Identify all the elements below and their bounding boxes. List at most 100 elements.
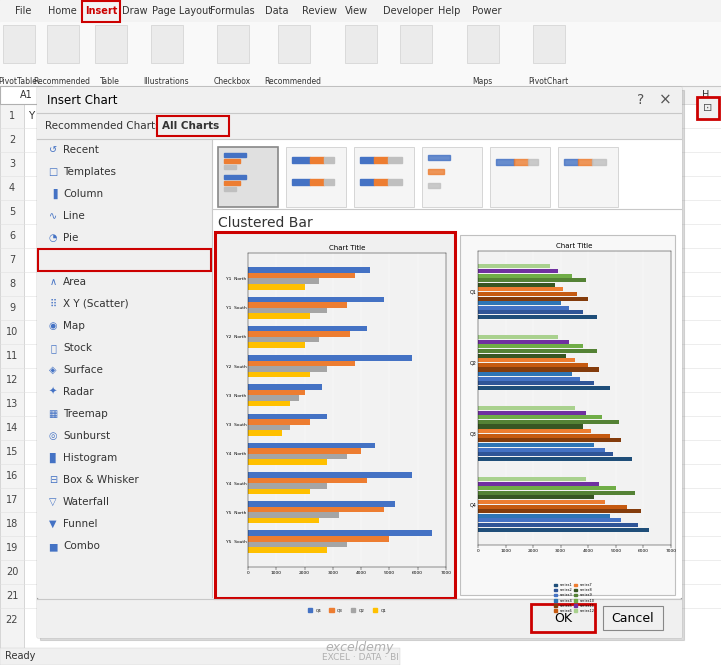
Bar — [428, 183, 440, 188]
Bar — [478, 527, 649, 531]
Bar — [248, 430, 282, 436]
Bar — [478, 505, 627, 509]
Bar — [248, 326, 367, 331]
Bar — [478, 273, 572, 277]
Bar — [248, 512, 339, 518]
Text: Recent: Recent — [63, 145, 99, 155]
Text: Waterfall: Waterfall — [63, 497, 110, 507]
Text: 22: 22 — [6, 615, 18, 625]
Bar — [278, 25, 310, 63]
Text: Pie: Pie — [63, 233, 79, 243]
Bar — [224, 153, 246, 157]
Bar — [374, 179, 388, 185]
Text: Power: Power — [472, 6, 502, 16]
Bar — [478, 481, 599, 485]
Text: ◔: ◔ — [49, 233, 57, 243]
Bar — [248, 396, 299, 401]
Text: ⊡: ⊡ — [703, 103, 712, 113]
Bar — [558, 147, 618, 207]
Text: Treemap: Treemap — [63, 409, 107, 419]
Text: Recommended: Recommended — [265, 78, 322, 86]
Legend: Q4, Q3, Q2, Q1: Q4, Q3, Q2, Q1 — [306, 606, 388, 614]
Bar — [478, 349, 596, 353]
Bar — [37, 139, 212, 597]
Bar — [40, 90, 684, 640]
Bar — [248, 483, 327, 489]
Bar — [603, 606, 663, 630]
Text: 8: 8 — [9, 279, 15, 289]
Bar — [478, 514, 611, 518]
Bar — [422, 147, 482, 207]
Bar — [528, 159, 538, 165]
Text: Ready: Ready — [5, 651, 35, 661]
Bar — [478, 372, 572, 376]
Bar — [490, 147, 550, 207]
Bar — [478, 386, 611, 390]
Bar — [478, 278, 585, 282]
Text: ▐: ▐ — [49, 189, 57, 199]
Bar — [248, 443, 376, 448]
Text: Maps: Maps — [472, 78, 492, 86]
Bar — [478, 406, 575, 410]
Bar — [248, 518, 319, 523]
Text: Radar: Radar — [63, 387, 94, 397]
Bar — [467, 25, 499, 63]
Text: 21: 21 — [6, 591, 18, 601]
Title: Chart Title: Chart Title — [557, 243, 593, 249]
Bar — [248, 302, 347, 308]
Text: 19: 19 — [6, 543, 18, 553]
Bar — [82, 1, 120, 22]
Bar — [478, 500, 605, 504]
Bar — [292, 179, 310, 185]
Text: ◈: ◈ — [49, 365, 57, 375]
Bar — [478, 477, 585, 481]
Bar — [0, 86, 52, 104]
Bar — [224, 159, 240, 163]
Bar — [478, 411, 585, 415]
Text: ▽: ▽ — [49, 497, 57, 507]
Bar — [248, 448, 361, 454]
Text: Insert: Insert — [85, 6, 118, 16]
Bar — [478, 292, 578, 296]
Bar — [354, 147, 414, 207]
Text: Insert Chart: Insert Chart — [47, 94, 118, 106]
Bar — [248, 419, 310, 425]
Bar — [478, 283, 555, 287]
Bar — [324, 179, 334, 185]
Bar — [248, 372, 310, 377]
Bar — [248, 366, 327, 372]
Bar — [0, 22, 721, 86]
Bar — [478, 495, 594, 499]
Bar — [478, 376, 580, 381]
Text: ∿: ∿ — [49, 211, 57, 221]
Bar — [478, 415, 602, 420]
Bar — [248, 454, 347, 460]
Text: Clustered Bar: Clustered Bar — [218, 216, 313, 230]
Text: ∧: ∧ — [50, 277, 56, 287]
Bar — [478, 452, 613, 456]
Text: Column: Column — [63, 189, 103, 199]
Bar — [478, 358, 575, 362]
Bar — [37, 87, 681, 113]
Bar — [478, 448, 605, 452]
Bar — [478, 306, 569, 310]
Bar — [38, 249, 211, 271]
Bar — [388, 179, 402, 185]
Bar — [248, 536, 389, 541]
Bar — [218, 147, 278, 207]
Text: Formulas: Formulas — [210, 6, 255, 16]
Bar — [478, 311, 583, 315]
Text: 7: 7 — [9, 255, 15, 265]
Bar — [478, 381, 594, 385]
Bar — [248, 284, 304, 289]
Text: Histogram: Histogram — [63, 453, 118, 463]
Bar — [514, 159, 528, 165]
Bar — [248, 279, 319, 284]
Text: Area: Area — [63, 277, 87, 287]
Text: 2: 2 — [9, 135, 15, 145]
Text: Review: Review — [302, 6, 337, 16]
Text: OK: OK — [554, 612, 572, 624]
Text: ⊟: ⊟ — [49, 475, 57, 485]
Text: 15: 15 — [6, 447, 18, 457]
Bar — [533, 25, 565, 63]
